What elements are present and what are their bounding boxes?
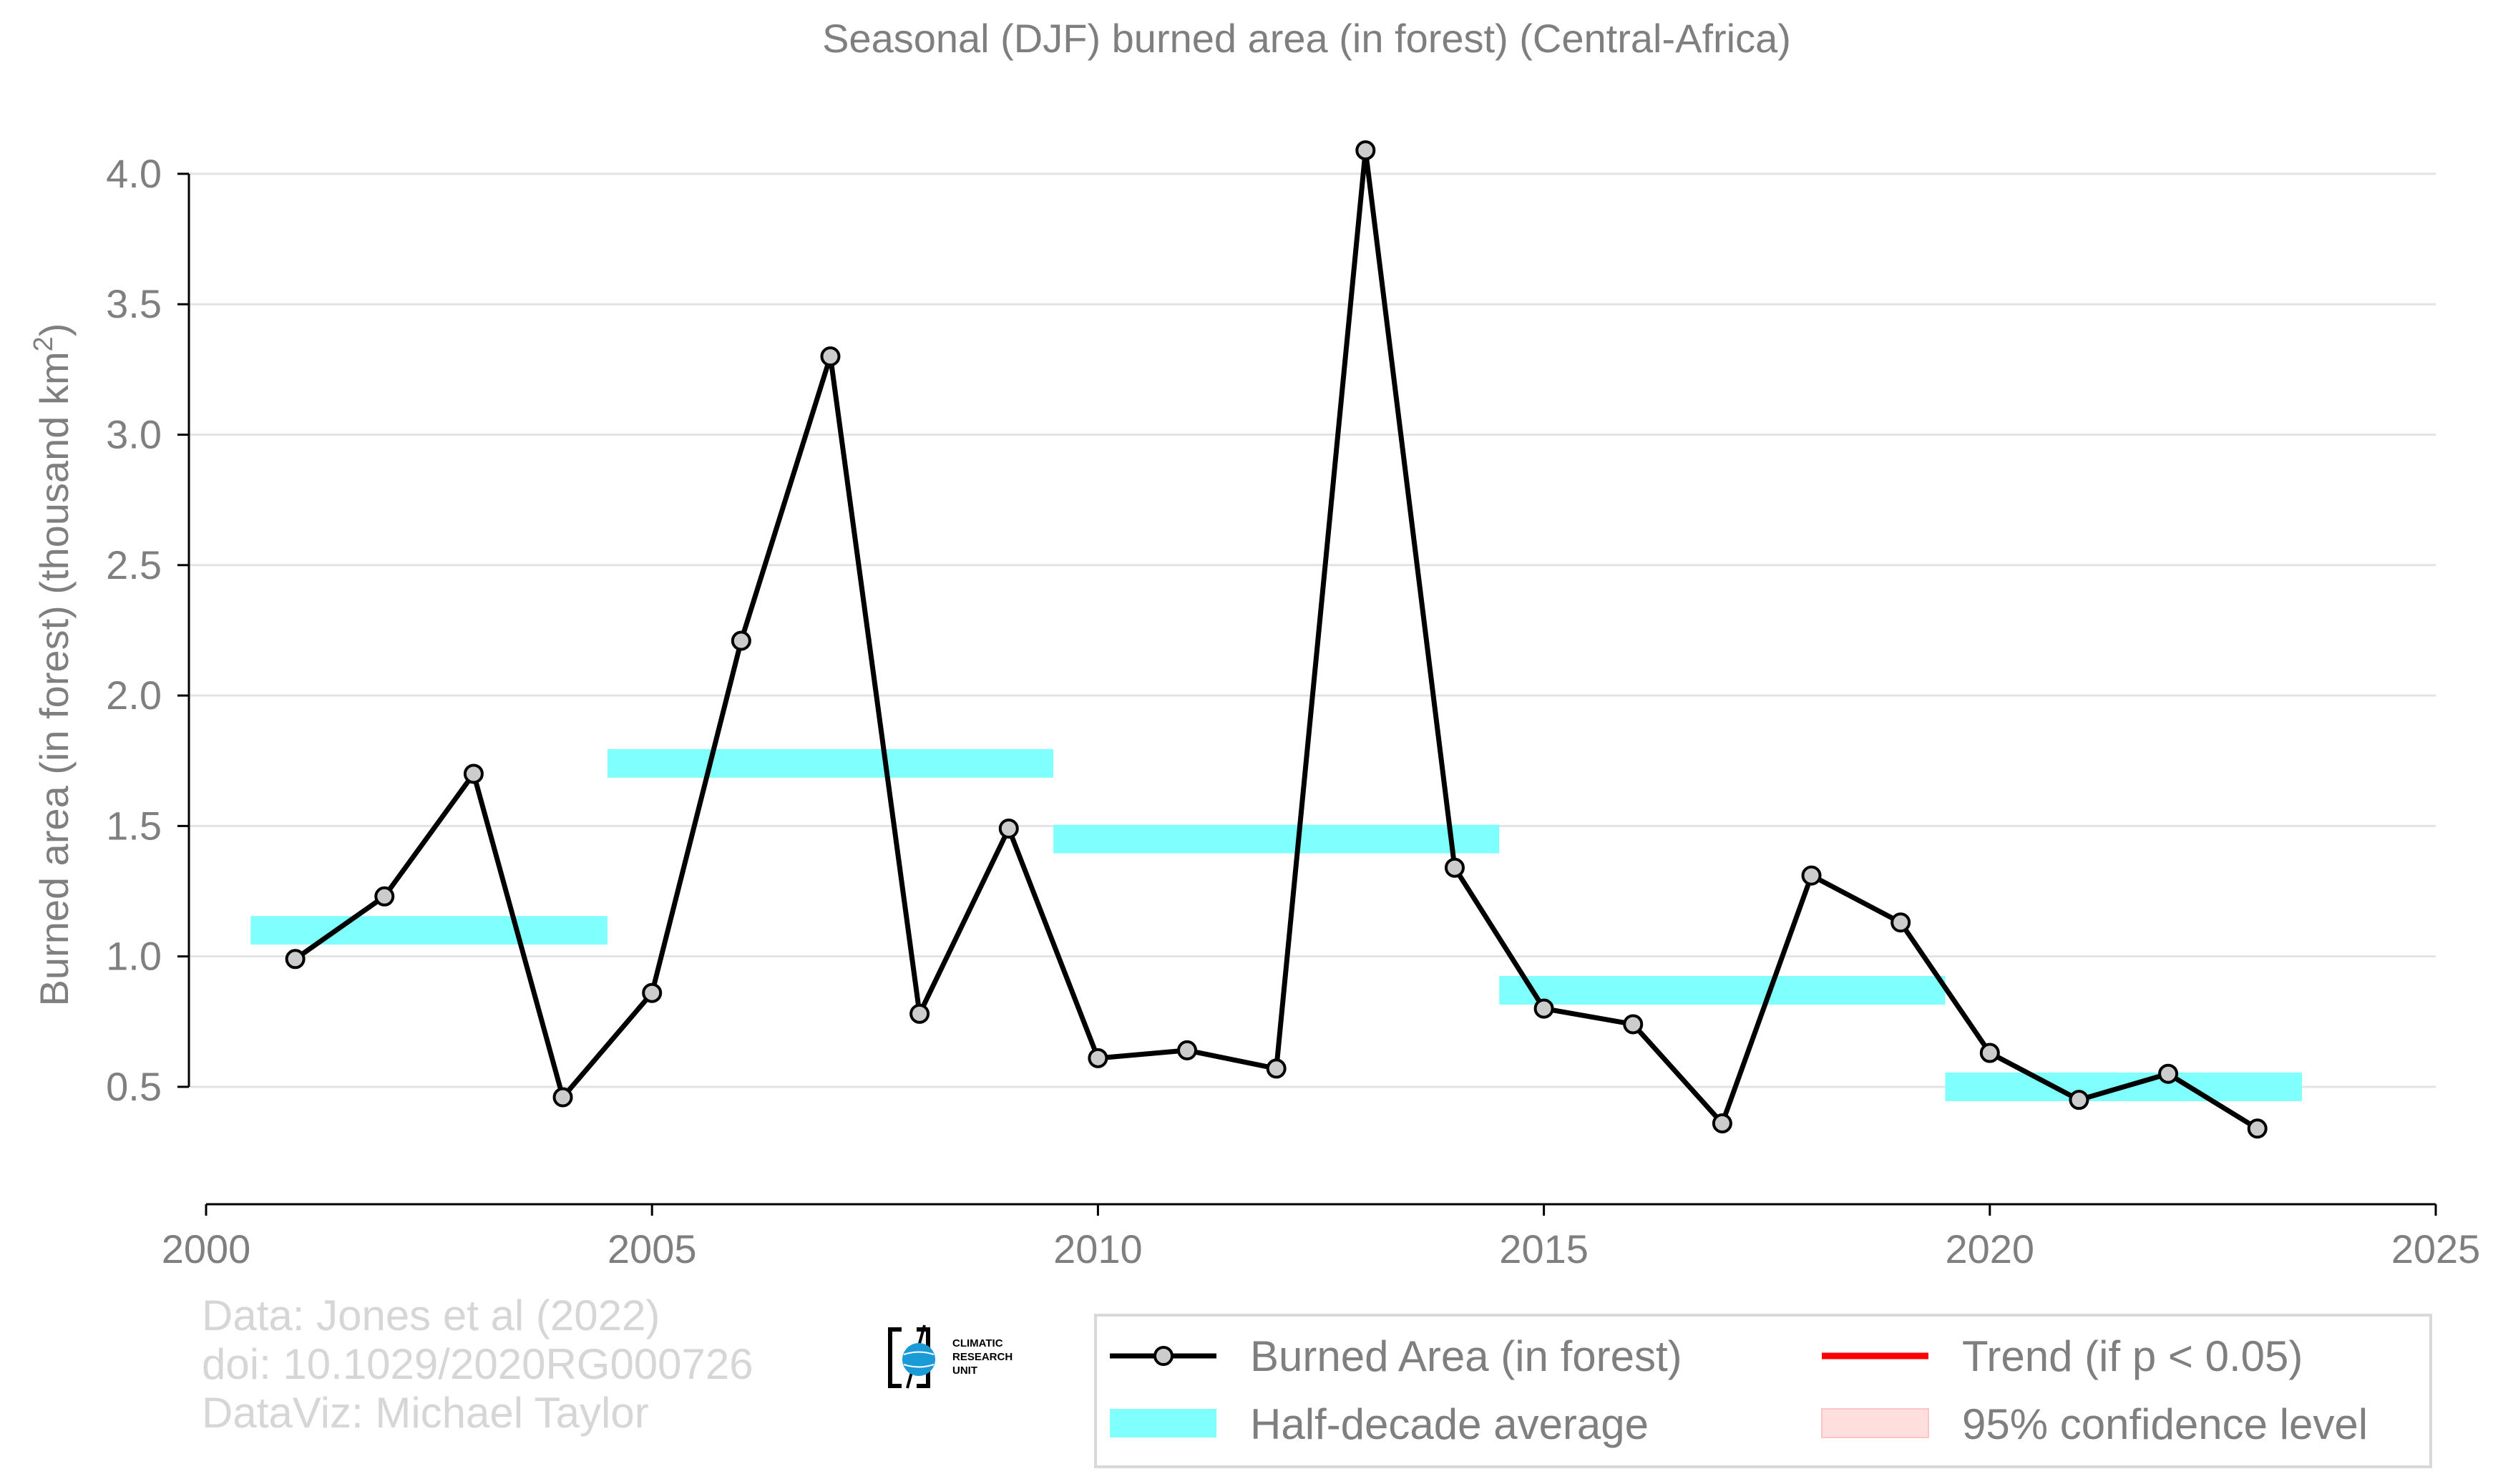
data-point — [374, 886, 395, 907]
half-decade-average-band — [1499, 976, 1946, 1005]
y-tick-label: 0.5 — [106, 1064, 162, 1109]
credit-doi: doi: 10.1029/2020RG000726 — [202, 1340, 753, 1388]
data-point — [731, 630, 751, 651]
credit-data-source: Data: Jones et al (2022) — [202, 1292, 660, 1339]
y-axis-label-superscript: 2 — [29, 336, 59, 351]
half-decade-average-bands — [250, 748, 2303, 1101]
legend-half-decade-label: Half-decade average — [1250, 1400, 1649, 1448]
y-tick-label: 2.5 — [106, 542, 162, 587]
data-point — [2069, 1090, 2089, 1110]
data-point — [2247, 1118, 2268, 1139]
data-point — [998, 819, 1019, 839]
credits: Data: Jones et al (2022) doi: 10.1029/20… — [202, 1292, 753, 1437]
data-point — [1890, 912, 1911, 933]
data-point — [285, 949, 306, 970]
data-point — [642, 982, 663, 1003]
legend-confidence-swatch — [1821, 1408, 1929, 1438]
data-point — [552, 1087, 573, 1108]
y-tick-label: 3.5 — [106, 281, 162, 326]
data-point — [2158, 1063, 2179, 1084]
data-point — [1266, 1058, 1287, 1079]
series-line-group — [285, 140, 2268, 1139]
y-tick-label: 1.5 — [106, 803, 162, 848]
x-axis-ticks: 2000 2005 2010 2015 2020 2025 — [162, 1204, 2481, 1271]
data-point — [1533, 998, 1554, 1019]
half-decade-average-band — [250, 916, 608, 945]
data-point — [463, 763, 484, 784]
legend: Burned Area (in forest) Trend (if p < 0.… — [1094, 1314, 2432, 1468]
legend-box — [1094, 1314, 2432, 1468]
legend-trend-label: Trend (if p < 0.05) — [1962, 1332, 2303, 1380]
y-axis-label: Burned area (in forest) (thousand km2) — [29, 323, 77, 1007]
x-tick-label: 2015 — [1499, 1226, 1589, 1271]
data-point — [1623, 1014, 1644, 1035]
legend-half-decade-swatch — [1110, 1409, 1216, 1437]
data-point — [820, 346, 841, 367]
y-tick-label: 4.0 — [106, 151, 162, 196]
x-tick-label: 2020 — [1946, 1226, 2035, 1271]
logo-line1: CLIMATIC — [952, 1337, 1003, 1349]
x-tick-label: 2025 — [2391, 1226, 2481, 1271]
data-point — [1355, 140, 1376, 161]
y-tick-label: 3.0 — [106, 411, 162, 457]
y-axis-ticks: 0.5 1.0 1.5 2.0 2.5 3.0 3.5 4.0 — [106, 151, 189, 1109]
data-point — [1712, 1113, 1732, 1133]
data-point — [1177, 1040, 1198, 1060]
legend-burned-area-label: Burned Area (in forest) — [1250, 1332, 1682, 1380]
climatic-research-unit-logo: CLIMATIC RESEARCH UNIT — [888, 1324, 1013, 1389]
data-point — [1444, 857, 1465, 878]
data-point — [1979, 1043, 2000, 1063]
half-decade-average-band — [607, 748, 1054, 778]
y-axis-label-close: ) — [31, 323, 77, 337]
half-decade-average-band — [1053, 824, 1500, 854]
chart-title: Seasonal (DJF) burned area (in forest) (… — [822, 16, 1791, 61]
x-tick-label: 2005 — [608, 1226, 697, 1271]
data-point — [1801, 865, 1822, 886]
y-tick-label: 2.0 — [106, 673, 162, 718]
x-tick-label: 2000 — [162, 1226, 251, 1271]
globe-icon — [902, 1343, 935, 1376]
x-tick-label: 2010 — [1053, 1226, 1143, 1271]
y-tick-label: 1.0 — [106, 934, 162, 979]
logo-line3: UNIT — [952, 1365, 977, 1377]
legend-burned-area-marker — [1153, 1346, 1174, 1366]
data-point — [909, 1003, 930, 1024]
data-point — [1088, 1048, 1108, 1068]
legend-confidence-label: 95% confidence level — [1962, 1400, 2368, 1448]
credit-dataviz: DataViz: Michael Taylor — [202, 1389, 649, 1437]
axes — [187, 173, 2436, 1206]
logo-line2: RESEARCH — [952, 1351, 1013, 1363]
